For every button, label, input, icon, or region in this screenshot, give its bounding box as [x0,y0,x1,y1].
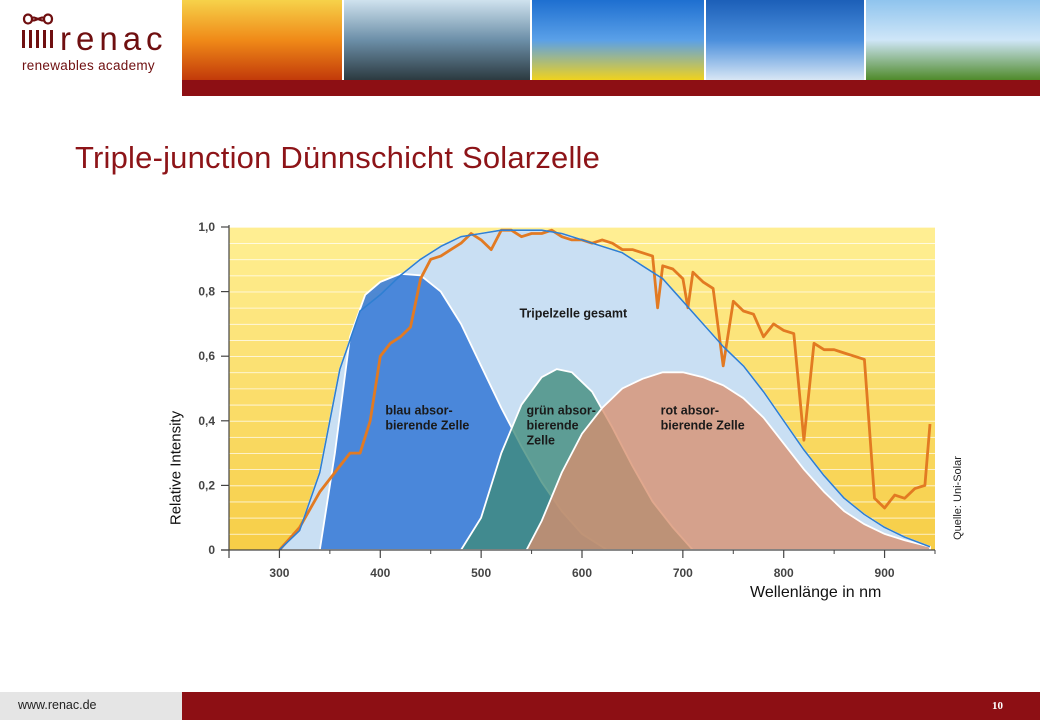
area-label-line: bierende [527,418,579,432]
source-credit: Quelle: Uni-Solar [952,456,964,540]
logo-wordmark: renac [60,20,168,57]
area-label: blau absor-bierende Zelle [385,403,469,432]
slide-title: Triple-junction Dünnschicht Solarzelle [75,140,601,175]
area-label-line: Zelle [527,433,556,447]
page-number: 10 [992,700,1003,712]
x-tick-label: 600 [572,566,592,580]
area-label-line: bierende Zelle [661,418,745,432]
area-rot-absor-bierende-zelle [525,371,931,550]
chart-axes: 0 0,2 0,4 0,6 0,8 1,0 300 400 500 600 700 800 900 [198,220,936,580]
area-label: Tripelzelle gesamt [519,306,628,320]
band [229,227,935,244]
area-label-line: grün absor- [527,403,596,417]
dandelion-photo [704,0,864,80]
x-tick-label: 900 [875,566,895,580]
header: renac renewables academy [0,0,1040,96]
footer-bar: 10 [182,692,1040,720]
y-tick-label: 0,8 [198,285,215,299]
line-envelope [278,229,931,550]
y-tick-label: 0,4 [198,414,215,428]
sunset-photo [182,0,342,80]
x-tick-label: 800 [774,566,794,580]
header-accent-bar [182,80,1040,96]
logo-subtitle: renewables academy [22,58,155,73]
y-tick-label: 0 [208,543,215,557]
chart-area-labels: Tripelzelle gesamt blau absor-bierende Ze… [385,306,744,447]
area-label: grün absor-bierende Zelle [527,403,596,447]
waterfall-photo [342,0,530,80]
x-axis-label: Wellenlänge in nm [750,584,882,601]
header-photo-strip [182,0,1040,80]
area-label: rot absor-bierende Zelle [661,403,745,432]
y-tick-label: 1,0 [198,220,215,234]
area-label-line: bierende Zelle [385,418,469,432]
area-label-line: Tripelzelle gesamt [519,306,628,320]
area-label-line: rot absor- [661,403,719,417]
footer: www.renac.de 10 [0,692,1040,720]
renac-logo[interactable]: renac renewables academy [0,0,182,96]
y-axis-label: Relative Intensity [167,410,185,526]
columns-logo-icon [22,13,54,48]
x-tick-label: 400 [370,566,390,580]
rapeseed-flowers-photo [530,0,704,80]
corn-field-photo [864,0,1040,80]
area-label-line: blau absor- [385,403,452,417]
y-tick-label: 0,6 [198,349,215,363]
x-tick-label: 300 [269,566,289,580]
x-tick-label: 700 [673,566,693,580]
line-measured [278,228,932,550]
spectral-response-chart: 0 0,2 0,4 0,6 0,8 1,0 300 400 500 600 700 800 900 Tr… [198,220,936,580]
y-tick-label: 0,2 [198,478,215,492]
footer-url[interactable]: www.renac.de [18,698,97,712]
x-tick-label: 500 [471,566,491,580]
